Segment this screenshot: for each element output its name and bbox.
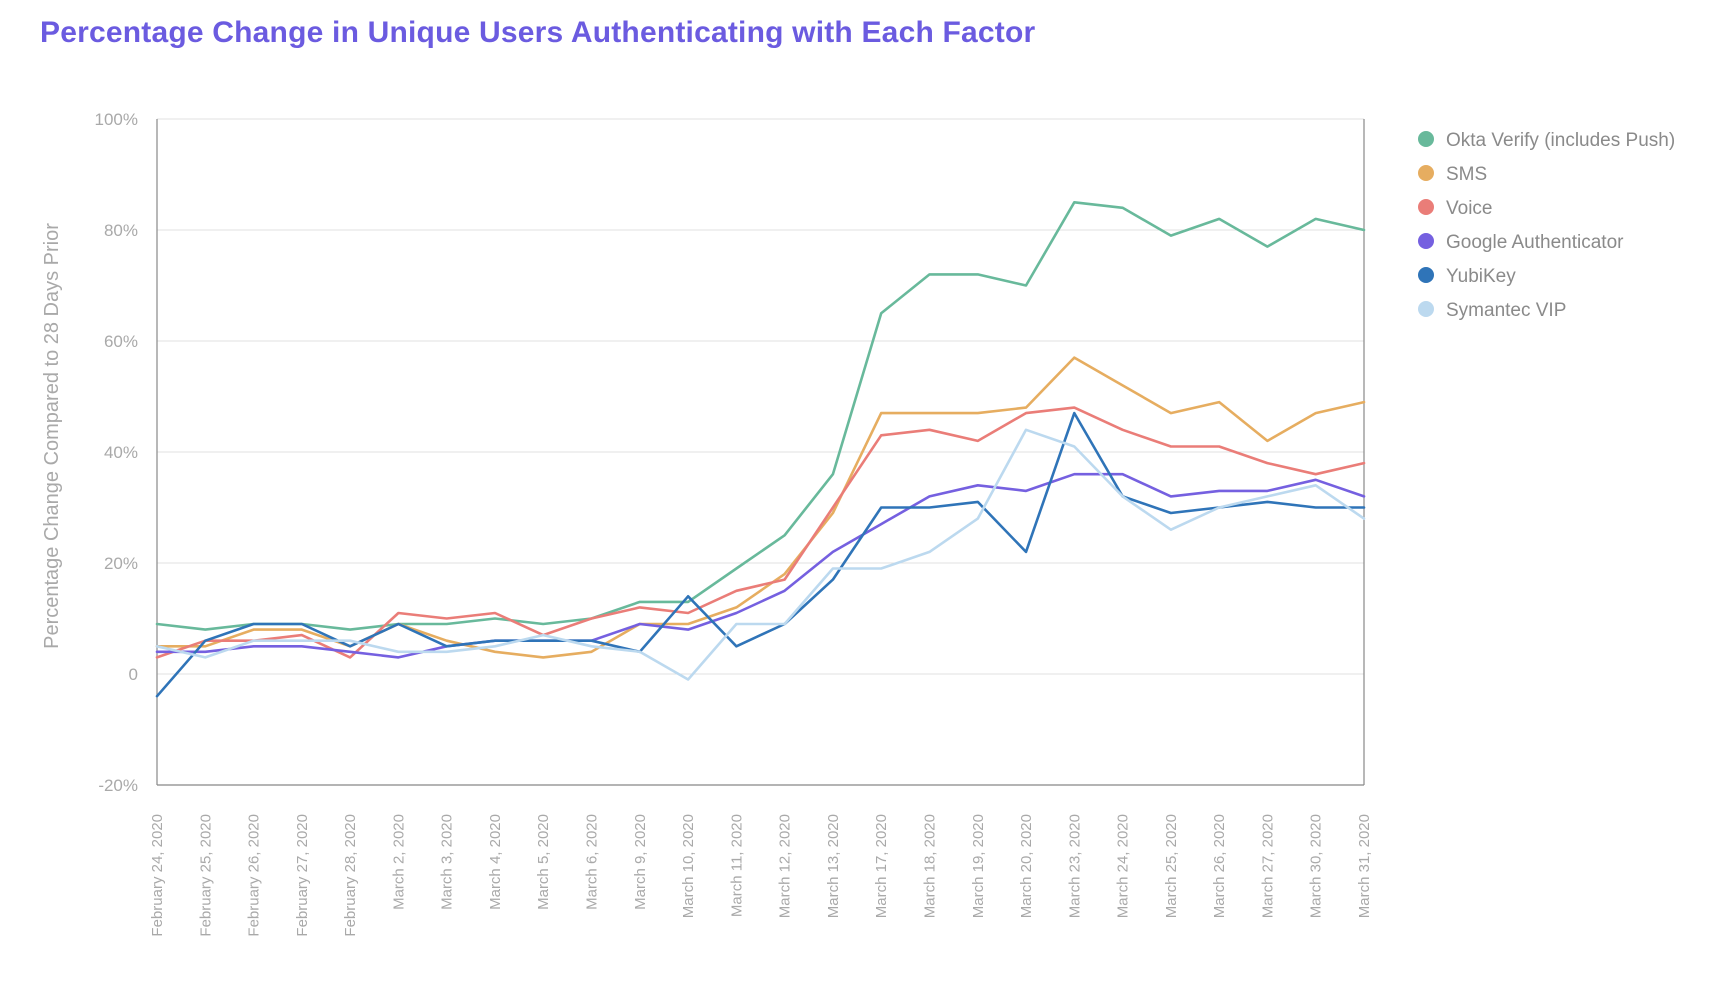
legend-marker-icon <box>1418 131 1434 147</box>
legend-label: Google Authenticator <box>1446 232 1624 253</box>
y-tick-label: 80% <box>104 221 138 240</box>
y-tick-label: 40% <box>104 443 138 462</box>
legend-label: Symantec VIP <box>1446 300 1566 321</box>
x-tick-label: March 30, 2020 <box>1308 814 1325 918</box>
x-tick-label: March 9, 2020 <box>632 814 649 910</box>
y-tick-label: -20% <box>98 776 138 795</box>
x-tick-label: March 11, 2020 <box>728 814 745 917</box>
y-tick-label: 100% <box>95 110 138 129</box>
x-tick-label: February 25, 2020 <box>197 814 214 937</box>
series-line-okta-verify-includes-push <box>155 201 1366 631</box>
x-tick-label: March 13, 2020 <box>825 814 842 918</box>
legend: Okta Verify (includes Push) SMS Voice Googl… <box>1418 130 1675 321</box>
legend-label: Okta Verify (includes Push) <box>1446 130 1675 151</box>
legend-marker-icon <box>1418 165 1434 181</box>
x-tick-label: February 24, 2020 <box>149 814 166 937</box>
x-tick-label: February 27, 2020 <box>294 814 311 937</box>
x-tick-label: February 28, 2020 <box>342 814 359 937</box>
series-line-symantec-vip <box>155 428 1366 681</box>
x-tick-label: March 12, 2020 <box>777 814 794 918</box>
legend-label: YubiKey <box>1446 266 1516 287</box>
y-axis-title: Percentage Change Compared to 28 Days Pr… <box>41 223 63 649</box>
x-tick-label: March 24, 2020 <box>1115 814 1132 918</box>
series-line-sms <box>155 356 1366 659</box>
y-tick-label: 20% <box>104 554 138 573</box>
x-tick-label: March 18, 2020 <box>921 814 938 918</box>
x-tick-label: March 23, 2020 <box>1066 814 1083 918</box>
x-tick-label: February 26, 2020 <box>246 814 263 937</box>
series-line-google-authenticator <box>155 472 1366 659</box>
x-tick-label: March 26, 2020 <box>1211 814 1228 918</box>
x-tick-label: March 5, 2020 <box>535 814 552 910</box>
x-tick-label: March 17, 2020 <box>873 814 890 918</box>
x-tick-label: March 27, 2020 <box>1259 814 1276 918</box>
series-line-voice <box>155 406 1366 659</box>
x-tick-label: March 20, 2020 <box>1018 814 1035 918</box>
legend-label: SMS <box>1446 164 1487 185</box>
legend-marker-icon <box>1418 301 1434 317</box>
legend-label: Voice <box>1446 198 1492 219</box>
legend-marker-icon <box>1418 233 1434 249</box>
chart-title: Percentage Change in Unique Users Authen… <box>40 16 1036 49</box>
x-tick-label: March 3, 2020 <box>439 814 456 910</box>
series-lines <box>155 201 1366 698</box>
axes: -20% 0 20% 40% 60% 80% 100% February 24, 2020 Fe… <box>95 110 1373 937</box>
y-tick-label: 0 <box>129 665 138 684</box>
grid-lines <box>157 118 1364 675</box>
x-tick-label: March 19, 2020 <box>970 814 987 918</box>
y-tick-label: 60% <box>104 332 138 351</box>
x-tick-label: March 2, 2020 <box>390 814 407 910</box>
x-tick-label: March 25, 2020 <box>1163 814 1180 918</box>
x-tick-label: March 4, 2020 <box>487 814 504 910</box>
x-tick-label: March 31, 2020 <box>1356 814 1373 918</box>
x-tick-label: March 6, 2020 <box>584 814 601 910</box>
series-line-yubikey <box>155 411 1366 698</box>
legend-marker-icon <box>1418 267 1434 283</box>
legend-marker-icon <box>1418 199 1434 215</box>
x-tick-label: March 10, 2020 <box>680 814 697 918</box>
